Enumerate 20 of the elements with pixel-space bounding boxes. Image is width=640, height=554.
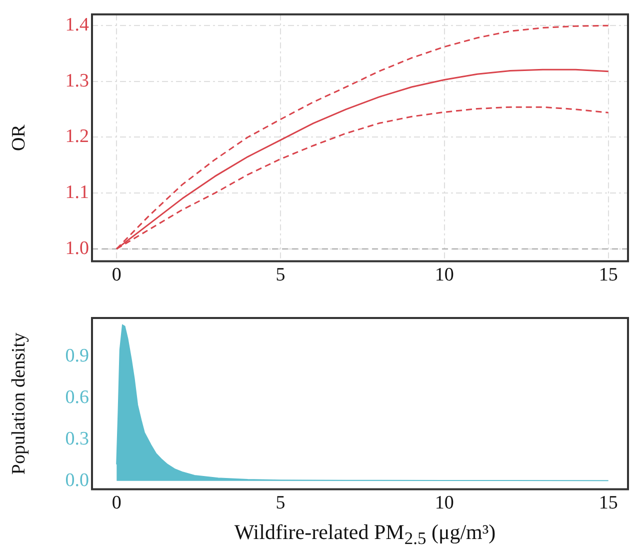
y-tick-label: 1.0	[65, 238, 89, 259]
x-tick-label: 10	[434, 492, 454, 514]
y-tick-label: 0.6	[65, 387, 89, 408]
x-tick-label: 5	[276, 492, 286, 514]
x-tick-label: 0	[112, 264, 122, 286]
x-tick-label: 0	[112, 492, 122, 514]
y-tick-label: 0.3	[65, 428, 89, 450]
y-axis-title: Population density	[8, 332, 30, 475]
x-axis-title: Wildfire-related PM$_{2.5}$ (μg/m³)	[233, 519, 497, 550]
x-tick-label: 10	[434, 264, 454, 286]
x-tick-label: 5	[276, 264, 286, 286]
y-tick-label: 1.3	[65, 70, 89, 92]
y-tick-label: 0.9	[65, 346, 89, 367]
y-axis-title: OR	[8, 124, 30, 152]
y-tick-label: 1.2	[65, 126, 89, 148]
y-tick-label: 1.1	[65, 182, 89, 204]
x-tick-label: 15	[598, 492, 618, 514]
y-tick-label: 1.4	[65, 14, 90, 36]
x-tick-label: 15	[598, 264, 618, 286]
y-tick-label: 0.0	[65, 470, 89, 491]
